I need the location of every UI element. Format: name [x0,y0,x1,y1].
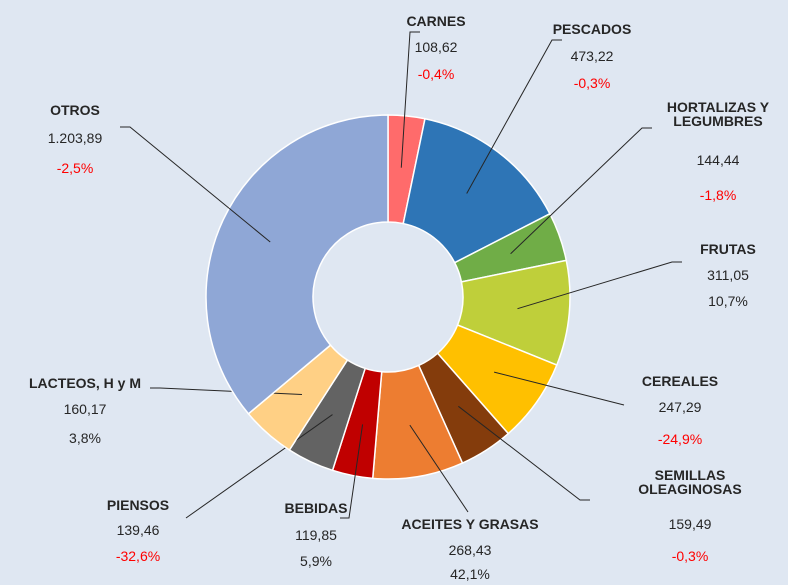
category-label: LACTEOS, H y M [28,375,142,391]
value-label: 311,05 [707,267,749,283]
change-label: 42,1% [450,566,490,582]
category-label: OTROS [50,102,100,118]
change-label: 5,9% [300,553,332,569]
leader-line [340,424,364,519]
value-label: 473,22 [570,48,614,64]
value-label: 160,17 [63,401,107,417]
category-label: BEBIDAS [284,500,348,516]
change-label: -0,3% [573,75,611,91]
change-label: -0,3% [671,548,709,564]
value-label: 268,43 [448,542,492,558]
leader-line [510,127,652,255]
leader-line [458,405,590,501]
change-label: -32,6% [115,548,161,564]
value-label: 108,62 [414,39,458,55]
change-label: -1,8% [699,187,737,203]
leader-line [493,371,625,406]
category-label: ACEITES Y GRASAS [401,516,539,532]
change-label: -0,4% [417,66,455,82]
leader-line [517,261,682,310]
donut-slice [402,117,551,264]
change-label: -2,5% [56,160,94,176]
change-label: 3,8% [69,430,101,446]
change-label: -24,9% [657,431,703,447]
category-label: FRUTAS [700,241,756,257]
donut-slice [205,114,389,415]
leader-line [400,31,420,168]
value-label: 139,46 [116,522,160,538]
value-label: 159,49 [668,516,712,532]
leader-line [466,39,562,194]
category-label: HORTALIZAS Y LEGUMBRES [666,99,770,129]
category-label: SEMILLAS OLEAGINOSAS [638,467,742,497]
value-label: 119,85 [295,527,337,543]
category-label: CEREALES [641,373,719,389]
category-label: PIENSOS [106,497,170,513]
leader-line [120,126,271,243]
leader-line [409,424,469,513]
category-label: CARNES [406,13,466,29]
leader-line [185,414,333,519]
value-label: 1.203,89 [47,130,103,146]
category-label: PESCADOS [552,21,632,37]
value-label: 247,29 [658,399,702,415]
value-label: 144,44 [696,152,740,168]
change-label: 10,7% [708,293,748,309]
